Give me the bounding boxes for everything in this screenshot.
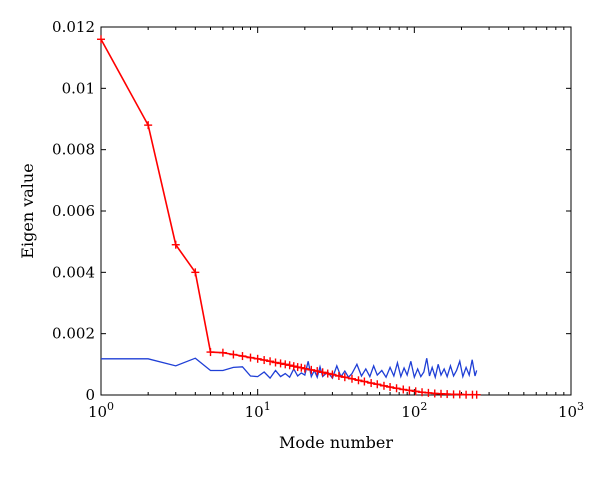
data-point xyxy=(399,385,408,394)
y-tick-label: 0.006 xyxy=(52,202,95,220)
data-point xyxy=(206,348,215,357)
data-point xyxy=(405,386,414,395)
data-point xyxy=(281,360,290,369)
data-point xyxy=(354,376,363,385)
y-axis-ticks: 0 0.002 0.004 0.006 0.008 0.01 0.012 xyxy=(52,18,571,404)
data-point xyxy=(334,371,343,380)
y-tick-label: 0.008 xyxy=(52,141,95,159)
data-point xyxy=(318,368,327,377)
data-point xyxy=(246,353,255,362)
data-point xyxy=(289,362,298,371)
data-point xyxy=(285,361,294,370)
data-point xyxy=(323,369,332,378)
data-point xyxy=(260,356,269,365)
y-tick-label: 0.01 xyxy=(62,79,95,97)
data-point xyxy=(367,379,376,388)
y-tick-label: 0.002 xyxy=(52,325,95,343)
data-point xyxy=(386,383,395,392)
x-tick-label: 100 xyxy=(88,400,114,421)
data-point xyxy=(392,384,401,393)
data-point xyxy=(253,354,262,363)
data-point xyxy=(271,358,280,367)
x-tick-label: 102 xyxy=(401,400,427,421)
data-point xyxy=(218,348,227,357)
x-tick-base: 10 xyxy=(401,403,420,421)
plot-area xyxy=(100,26,572,396)
x-tick-base: 10 xyxy=(245,403,264,421)
data-point xyxy=(340,373,349,382)
y-axis-label: Eigen value xyxy=(18,163,37,258)
data-point xyxy=(307,365,316,374)
data-point xyxy=(411,387,420,396)
data-point xyxy=(472,390,481,399)
x-tick-base: 10 xyxy=(558,403,577,421)
data-point xyxy=(191,268,200,277)
x-tick-label: 101 xyxy=(245,400,271,421)
series-layer xyxy=(97,35,481,399)
data-point xyxy=(266,357,275,366)
data-point xyxy=(328,370,337,379)
x-tick-exponent: 0 xyxy=(107,400,114,413)
x-tick-exponent: 3 xyxy=(577,400,584,413)
data-point xyxy=(360,377,369,386)
data-point xyxy=(347,374,356,383)
y-tick-label: 0.004 xyxy=(52,263,95,281)
y-tick-label: 0 xyxy=(85,386,95,404)
series-line-1 xyxy=(101,357,478,380)
data-point xyxy=(297,363,306,372)
data-point xyxy=(373,380,382,389)
x-axis-label: Mode number xyxy=(279,433,393,452)
x-tick-exponent: 1 xyxy=(264,400,271,413)
data-point xyxy=(144,121,153,130)
data-point xyxy=(97,35,105,44)
x-tick-base: 10 xyxy=(88,403,107,421)
data-point xyxy=(300,364,309,373)
data-point xyxy=(171,240,180,249)
data-point xyxy=(313,367,322,376)
x-tick-label: 103 xyxy=(558,400,584,421)
data-point xyxy=(238,352,247,361)
data-point xyxy=(229,350,238,359)
data-point xyxy=(379,381,388,390)
x-tick-exponent: 2 xyxy=(420,400,427,413)
data-point xyxy=(276,359,285,368)
x-axis-ticks: 100 101 102 103 xyxy=(88,27,584,421)
y-tick-label: 0.012 xyxy=(52,18,95,36)
